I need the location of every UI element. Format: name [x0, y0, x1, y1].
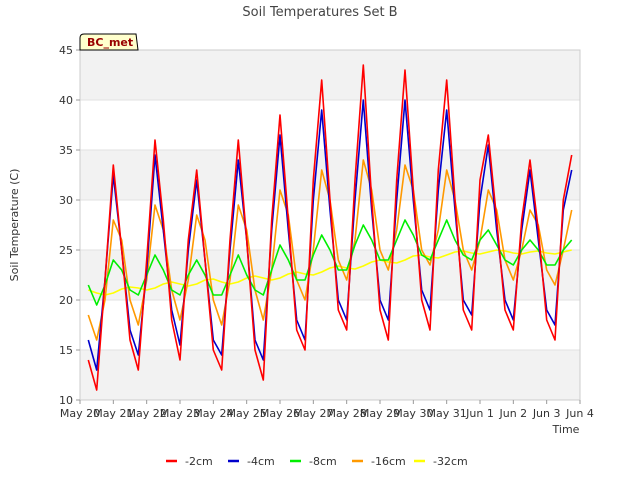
- series-layer: [87, 64, 573, 391]
- x-tick-label: Jun 2: [498, 407, 527, 420]
- y-tick-label: 35: [59, 144, 73, 157]
- station-annotation: BC_met: [79, 33, 139, 51]
- y-tick-label: 15: [59, 344, 73, 357]
- grid-band: [80, 350, 580, 400]
- x-tick-label: May 22: [127, 407, 167, 420]
- x-tick-label: May 26: [260, 407, 300, 420]
- grid-band: [80, 250, 580, 300]
- annotation-box: [79, 33, 139, 51]
- x-tick-label: May 31: [427, 407, 467, 420]
- y-tick-label: 25: [59, 244, 73, 257]
- x-tick-label: May 21: [93, 407, 133, 420]
- legend-label: -2cm: [185, 455, 213, 468]
- x-tick-label: May 27: [293, 407, 333, 420]
- x-tick-label: May 29: [360, 407, 400, 420]
- y-tick-label: 20: [59, 294, 73, 307]
- x-tick-label: Jun 3: [532, 407, 561, 420]
- annotation-label: BC_met: [87, 36, 133, 49]
- grid-lines: [80, 49, 580, 401]
- grid-band: [80, 50, 580, 100]
- legend: -2cm -4cm -8cm -16cm -32cm: [166, 455, 468, 468]
- x-tick-label: May 28: [327, 407, 367, 420]
- x-tick-label: May 25: [227, 407, 267, 420]
- legend-label: -8cm: [309, 455, 337, 468]
- legend-label: -4cm: [247, 455, 275, 468]
- y-tick-label: 40: [59, 94, 73, 107]
- x-axis-label: Time: [552, 423, 580, 436]
- x-tick-label: Jun 1: [465, 407, 494, 420]
- chart-title: Soil Temperatures Set B: [242, 5, 397, 20]
- y-axis-ticks: 10 15 20 25 30 35 40 45: [59, 44, 80, 407]
- series-line-4cm: [87, 99, 573, 371]
- y-tick-label: 10: [59, 394, 73, 407]
- legend-label: -32cm: [433, 455, 468, 468]
- x-tick-label: May 30: [393, 407, 433, 420]
- x-tick-label: May 24: [193, 407, 233, 420]
- grid-bands: [80, 50, 580, 400]
- x-tick-label: May 23: [160, 407, 200, 420]
- y-tick-label: 45: [59, 44, 73, 57]
- series-line-2cm: [87, 64, 573, 391]
- y-axis-label: Soil Temperature (C): [8, 169, 21, 282]
- x-tick-label: May 20: [60, 407, 100, 420]
- legend-label: -16cm: [371, 455, 406, 468]
- plot-frame: [79, 49, 581, 401]
- x-tick-label: Jun 4: [565, 407, 594, 420]
- y-tick-label: 30: [59, 194, 73, 207]
